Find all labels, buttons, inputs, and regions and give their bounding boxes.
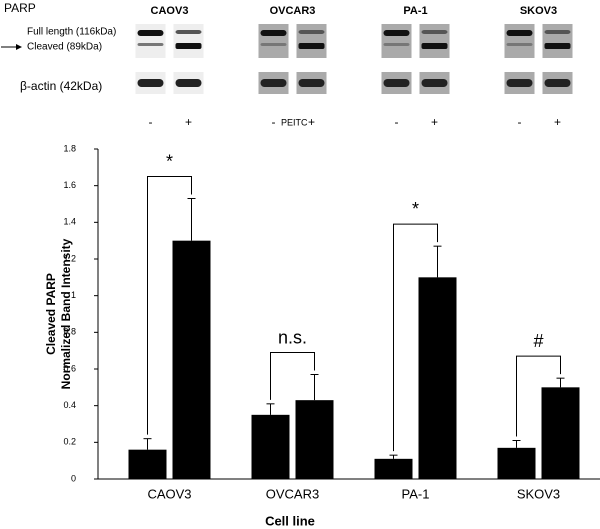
y-tick-label: 0.4 [63, 400, 76, 410]
treatment-sign: - [395, 115, 399, 129]
arrow-head [16, 44, 22, 50]
treatment-sign: - [518, 115, 522, 129]
blot-band-actin [137, 79, 164, 87]
y-tick-label: 0.2 [63, 437, 76, 447]
bar [541, 387, 580, 479]
blot-band-actin [298, 79, 325, 87]
treatment-sign: + [554, 115, 561, 129]
y-tick-label: 1.2 [63, 253, 76, 263]
bar [497, 447, 536, 479]
significance-label: * [166, 151, 173, 171]
full-length-label: Full length (116kDa) [27, 27, 116, 38]
blot-band-actin [260, 79, 287, 87]
blot-lane [296, 24, 327, 58]
treatment-sign: + [308, 115, 315, 129]
treatment-sign: + [185, 115, 192, 129]
blot-band-actin [175, 79, 202, 87]
blot-cell-line: SKOV3 [520, 5, 557, 17]
bar [295, 400, 334, 479]
blot-lane [542, 24, 573, 58]
x-axis-title: Cell line [265, 513, 315, 528]
treatment-sign: - [272, 115, 276, 129]
x-tick-label: PA-1 [402, 486, 430, 501]
x-tick-label: SKOV3 [517, 486, 560, 501]
significance-label: n.s. [278, 327, 307, 347]
blot-lane [419, 24, 450, 58]
y-axis-title: Cleaved PARP [44, 273, 58, 355]
significance-bracket [516, 355, 561, 437]
blot-cell-line: PA-1 [403, 5, 427, 17]
blot-band-full [175, 30, 202, 34]
cleaved-label: Cleaved (89kDa) [27, 42, 102, 53]
x-tick-label: OVCAR3 [266, 486, 319, 501]
y-tick-label: 1 [71, 290, 76, 300]
y-tick-label: 0.8 [63, 327, 76, 337]
blot-protein: PARP [4, 1, 36, 15]
blot-band-cleaved [298, 43, 325, 49]
bar [251, 414, 290, 479]
treatment-label: PEITC [281, 117, 308, 127]
blot-band-cleaved [544, 43, 571, 49]
y-axis-title: Normalized Band Intensity [59, 238, 73, 389]
significance-bracket [393, 223, 438, 452]
x-tick-label: CAOV3 [147, 486, 191, 501]
treatment-sign: - [149, 115, 153, 129]
y-tick-label: 0.6 [63, 363, 76, 373]
actin-label: β-actin (42kDa) [20, 79, 102, 93]
significance-bracket [270, 352, 315, 400]
blot-band-cleaved [260, 43, 287, 46]
blot-band-actin [383, 79, 410, 87]
blot-band-full [421, 30, 448, 34]
blot-lane [381, 24, 412, 58]
significance-label: # [533, 331, 543, 351]
blot-lane [173, 24, 204, 58]
treatment-sign: + [431, 115, 438, 129]
blot-band-full [544, 30, 571, 34]
significance-bracket [147, 176, 192, 435]
blot-lane [258, 24, 289, 58]
blot-band-full [137, 30, 164, 36]
y-tick-label: 0 [71, 473, 76, 483]
blot-band-full [506, 30, 533, 36]
blot-cell-line: CAOV3 [151, 5, 189, 17]
blot-lane [135, 24, 166, 58]
blot-band-full [298, 30, 325, 34]
blot-band-full [383, 30, 410, 36]
y-tick-label: 1.6 [63, 180, 76, 190]
blot-lane [504, 24, 535, 58]
blot-band-full [260, 30, 287, 36]
blot-band-cleaved [137, 43, 164, 46]
y-tick-label: 1.4 [63, 217, 76, 227]
blot-band-cleaved [421, 43, 448, 49]
blot-cell-line: OVCAR3 [270, 5, 316, 17]
bar [418, 277, 457, 479]
y-tick-label: 1.8 [63, 143, 76, 153]
bar [172, 240, 211, 479]
bar [128, 449, 167, 479]
blot-band-cleaved [506, 43, 533, 46]
blot-band-cleaved [175, 43, 202, 49]
blot-band-cleaved [383, 43, 410, 46]
bar [374, 458, 413, 479]
significance-label: * [412, 199, 419, 219]
blot-band-actin [544, 79, 571, 87]
blot-band-actin [506, 79, 533, 87]
blot-band-actin [421, 79, 448, 87]
